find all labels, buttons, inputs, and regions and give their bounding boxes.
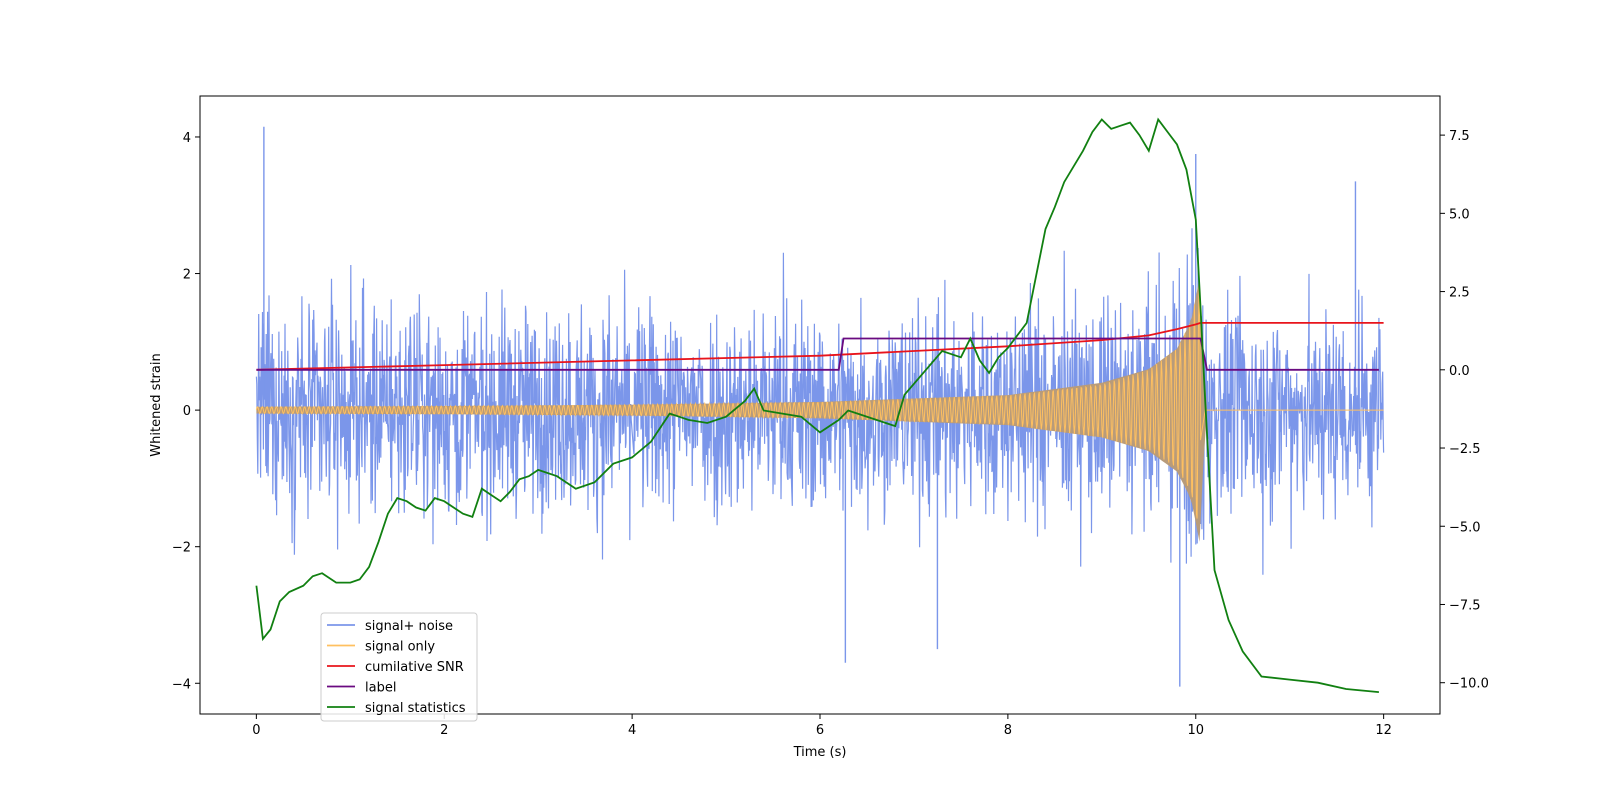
x-tick-label: 10 bbox=[1187, 723, 1204, 738]
legend-label: signal only bbox=[365, 640, 435, 655]
series-signal-statistics bbox=[255, 117, 1379, 693]
y-tick-label: −4 bbox=[172, 677, 191, 692]
y-tick-label: 2 bbox=[183, 268, 191, 283]
x-axis-label: Time (s) bbox=[793, 745, 847, 760]
y2-tick-label: −5.0 bbox=[1449, 520, 1481, 535]
x-tick-label: 8 bbox=[1004, 723, 1012, 738]
y-tick-label: 0 bbox=[183, 404, 191, 419]
series-label bbox=[256, 337, 1379, 371]
y-tick-label: 4 bbox=[183, 131, 191, 146]
legend-label: label bbox=[365, 681, 396, 696]
legend-label: signal statistics bbox=[365, 701, 466, 716]
y-tick-label: −2 bbox=[172, 541, 191, 556]
x-tick-label: 12 bbox=[1375, 723, 1392, 738]
y2-tick-label: 7.5 bbox=[1449, 129, 1470, 144]
x-axis: 0 2 4 6 8 10 12 bbox=[252, 714, 1392, 738]
y2-tick-label: 0.0 bbox=[1449, 364, 1470, 379]
legend-label: cumilative SNR bbox=[365, 660, 464, 675]
x-tick-label: 4 bbox=[628, 723, 636, 738]
series-cumulative-snr bbox=[256, 321, 1384, 371]
y-axis-left: 4 2 0 −2 −4 bbox=[172, 131, 200, 692]
y-axis-label: Whitened strain bbox=[149, 353, 164, 456]
y2-tick-label: 2.5 bbox=[1449, 286, 1470, 301]
legend: signal+ noise signal only cumilative SNR la… bbox=[320, 612, 478, 722]
y2-tick-label: −2.5 bbox=[1449, 442, 1481, 457]
y2-tick-label: −7.5 bbox=[1449, 598, 1481, 613]
x-tick-label: 2 bbox=[440, 723, 448, 738]
y2-tick-label: −10.0 bbox=[1449, 677, 1489, 692]
y-axis-right: 7.5 5.0 2.5 0.0 −2.5 −5.0 −7.5 −10.0 bbox=[1440, 129, 1489, 692]
plot-area bbox=[255, 117, 1385, 693]
legend-box bbox=[320, 612, 478, 722]
legend-label: signal+ noise bbox=[365, 619, 453, 634]
x-tick-label: 0 bbox=[252, 723, 260, 738]
series-signal-only-fill bbox=[256, 278, 1384, 542]
series-signal-plus-noise bbox=[255, 228, 1385, 575]
y2-tick-label: 5.0 bbox=[1449, 207, 1470, 222]
x-tick-label: 6 bbox=[816, 723, 824, 738]
series-signal-only bbox=[255, 280, 1384, 519]
